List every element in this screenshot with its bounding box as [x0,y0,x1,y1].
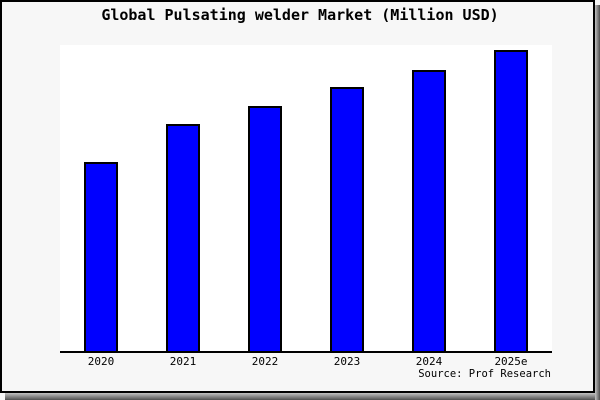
bar-slot [306,45,388,351]
bar-2020 [84,162,118,351]
bar-2025e [494,50,528,351]
x-tick-label: 2023 [333,355,361,368]
bar-2024 [412,70,446,351]
bar-2021 [166,124,200,351]
x-tick-label: 2024 [415,355,443,368]
x-axis-labels: 2020 2021 2022 2023 2024 2025e [60,355,552,368]
bar-2023 [330,87,364,351]
bar-slot [60,45,142,351]
bar-slot [388,45,470,351]
plot-area [60,45,552,353]
chart-title: Global Pulsating welder Market (Million … [101,6,499,24]
x-tick-label: 2021 [169,355,197,368]
x-tick-label: 2022 [251,355,279,368]
x-tick-label: 2025e [494,355,528,368]
frame-shadow-bottom [5,393,595,400]
x-tick-label: 2020 [87,355,115,368]
bar-slot [142,45,224,351]
bar-slot [224,45,306,351]
frame-shadow-right [595,5,600,400]
source-credit: Source: Prof Research [418,368,551,380]
bar-slot [470,45,552,351]
bar-2022 [248,106,282,351]
